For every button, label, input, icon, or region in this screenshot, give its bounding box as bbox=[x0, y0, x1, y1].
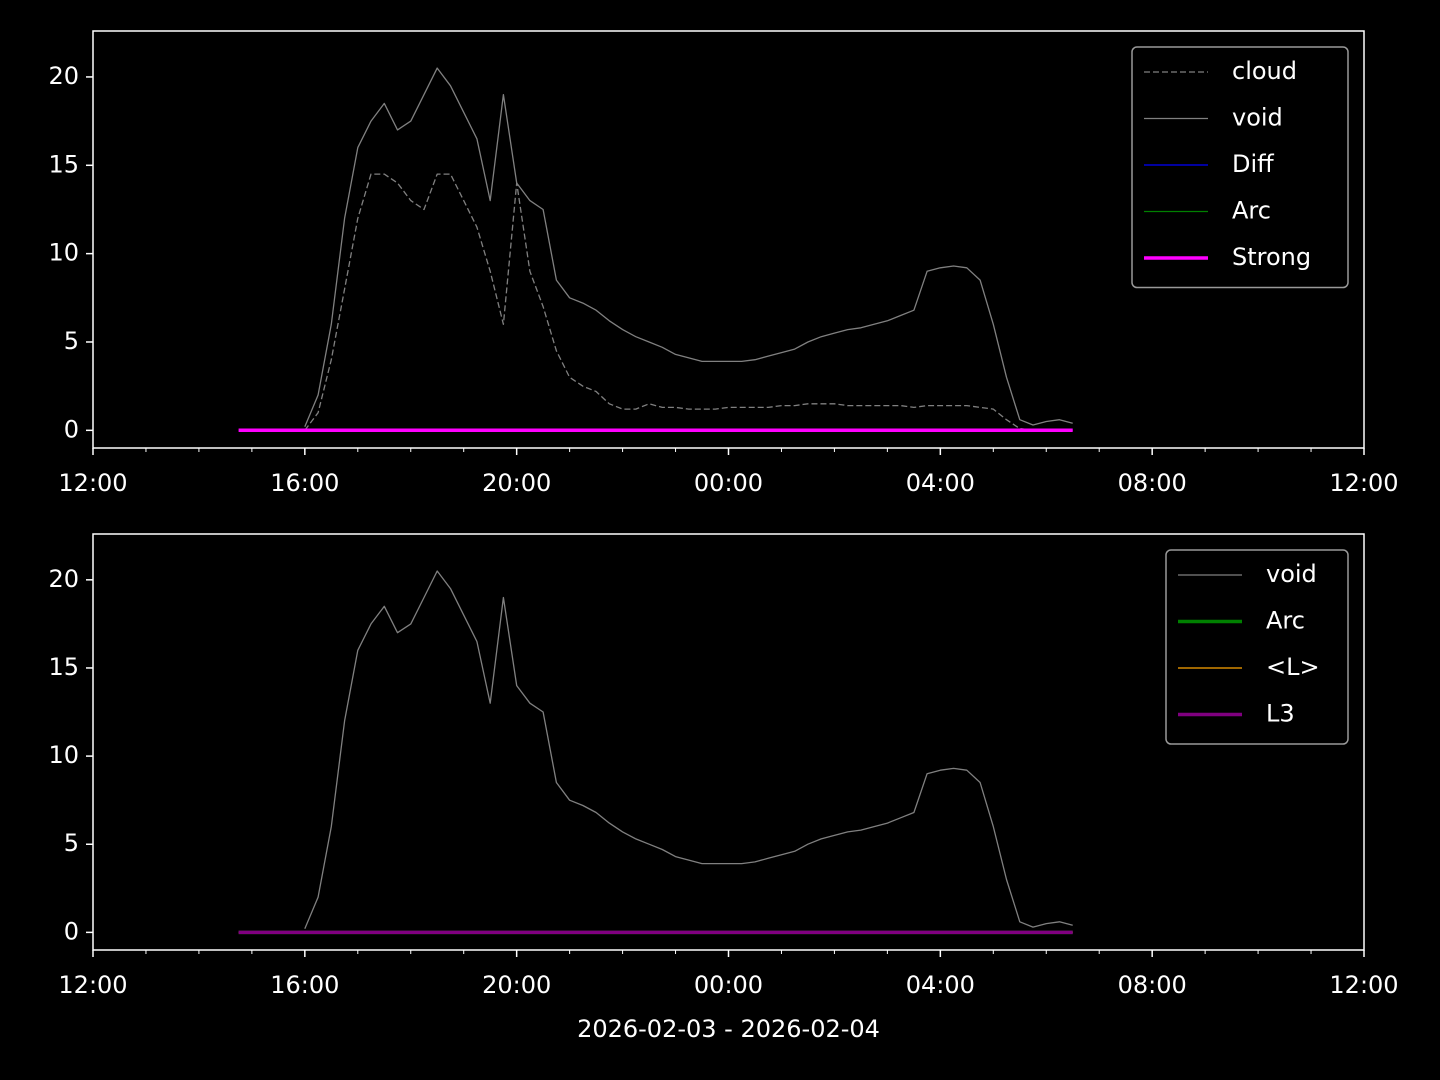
legend-label: Arc bbox=[1266, 607, 1305, 635]
legend-box bbox=[1131, 46, 1349, 289]
x-tick-label: 16:00 bbox=[270, 971, 339, 999]
y-tick-label: 15 bbox=[48, 653, 79, 681]
legend-label: Arc bbox=[1232, 197, 1271, 225]
legend-label: Strong bbox=[1232, 243, 1311, 271]
x-tick-label: 20:00 bbox=[482, 971, 551, 999]
x-tick-label: 08:00 bbox=[1118, 971, 1187, 999]
y-tick-label: 5 bbox=[64, 327, 79, 355]
y-tick-label: 0 bbox=[64, 917, 79, 945]
axes-frame bbox=[92, 30, 1365, 449]
x-tick-label: 20:00 bbox=[482, 469, 551, 497]
legend-label: void bbox=[1232, 104, 1283, 132]
legend-label: Diff bbox=[1232, 150, 1274, 178]
axes-frame bbox=[92, 533, 1365, 951]
legend-label: <L> bbox=[1266, 653, 1320, 681]
legend-label: cloud bbox=[1232, 57, 1297, 85]
y-tick-label: 20 bbox=[48, 62, 79, 90]
x-tick-label: 12:00 bbox=[1329, 971, 1398, 999]
x-tick-label: 12:00 bbox=[58, 469, 127, 497]
legend-box bbox=[1165, 549, 1349, 745]
x-axis-label: 2026-02-03 - 2026-02-04 bbox=[577, 1015, 880, 1043]
line-series bbox=[304, 570, 1073, 930]
y-tick-label: 0 bbox=[64, 415, 79, 443]
y-tick-label: 20 bbox=[48, 565, 79, 593]
y-tick-label: 15 bbox=[48, 150, 79, 178]
line-series bbox=[304, 173, 1034, 431]
y-tick-label: 5 bbox=[64, 829, 79, 857]
legend-label: void bbox=[1266, 560, 1317, 588]
x-tick-label: 00:00 bbox=[694, 469, 763, 497]
line-series bbox=[304, 67, 1073, 428]
x-tick-label: 16:00 bbox=[270, 469, 339, 497]
y-tick-label: 10 bbox=[48, 741, 79, 769]
x-tick-label: 00:00 bbox=[694, 971, 763, 999]
y-tick-label: 10 bbox=[48, 239, 79, 267]
x-tick-label: 04:00 bbox=[906, 971, 975, 999]
x-tick-label: 08:00 bbox=[1118, 469, 1187, 497]
x-tick-label: 12:00 bbox=[1329, 469, 1398, 497]
x-tick-label: 04:00 bbox=[906, 469, 975, 497]
x-tick-label: 12:00 bbox=[58, 971, 127, 999]
legend-label: L3 bbox=[1266, 700, 1295, 728]
